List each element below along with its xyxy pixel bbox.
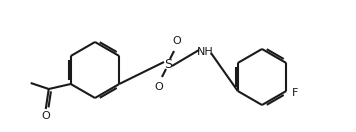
Text: O: O: [155, 82, 163, 92]
Text: NH: NH: [197, 47, 213, 57]
Text: O: O: [173, 36, 181, 46]
Text: F: F: [292, 88, 298, 98]
Text: O: O: [41, 111, 50, 121]
Text: S: S: [164, 58, 172, 70]
